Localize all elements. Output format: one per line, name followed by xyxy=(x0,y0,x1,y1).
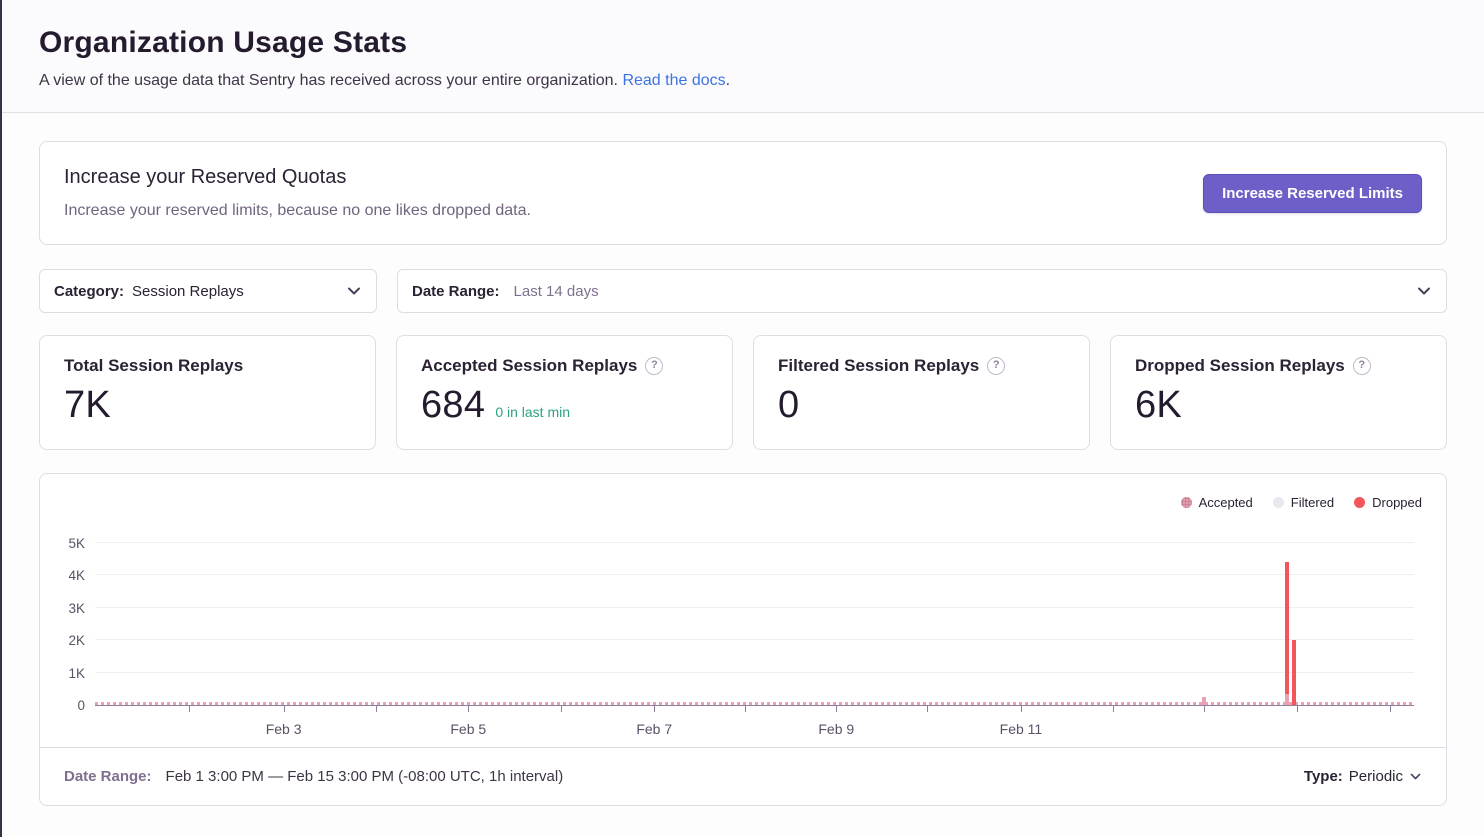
quota-banner-description: Increase your reserved limits, because n… xyxy=(64,202,531,219)
x-axis-tick xyxy=(745,706,747,712)
accepted-baseline-series xyxy=(95,702,1414,705)
x-axis-tick-label: Feb 7 xyxy=(636,721,673,737)
chart-footer-daterange: Date Range: Feb 1 3:00 PM — Feb 15 3:00 … xyxy=(64,768,563,785)
y-axis-tick-label: 4K xyxy=(68,568,85,584)
stat-card-filtered: Filtered Session Replays ? 0 xyxy=(753,335,1090,450)
y-axis-tick-label: 1K xyxy=(68,665,85,681)
chevron-down-icon xyxy=(348,287,360,295)
type-select-value: Periodic xyxy=(1348,768,1403,785)
filtered-series-dot-icon xyxy=(1272,496,1284,508)
footer-date-range-value: Feb 1 3:00 PM — Feb 15 3:00 PM (-08:00 U… xyxy=(165,768,564,785)
x-axis-tick xyxy=(927,706,929,712)
x-axis-tick xyxy=(1296,706,1298,712)
legend-item-filtered[interactable]: Filtered xyxy=(1272,494,1335,510)
x-axis-tick-label: Feb 3 xyxy=(265,721,302,737)
legend-label: Dropped xyxy=(1372,494,1422,510)
stat-card-label: Accepted Session Replays xyxy=(421,356,638,375)
category-select-value: Session Replays xyxy=(132,282,244,300)
date-range-select-value: Last 14 days xyxy=(513,282,599,300)
stat-card-accepted: Accepted Session Replays ? 684 0 in last… xyxy=(396,335,733,450)
legend-item-accepted[interactable]: Accepted xyxy=(1180,494,1253,510)
subtitle-period: . xyxy=(725,72,731,89)
x-axis-tick xyxy=(1113,706,1115,712)
x-axis-line xyxy=(95,705,1414,706)
stat-card-subtext: 0 in last min xyxy=(495,404,571,420)
stat-card-total: Total Session Replays 7K xyxy=(39,335,376,450)
chevron-down-icon xyxy=(1418,287,1430,295)
usage-chart: Accepted Filtered Dropped 0 1K 2K 3K 4K 5K Fe… xyxy=(40,474,1446,747)
usage-chart-card: Accepted Filtered Dropped 0 1K 2K 3K 4K 5K Fe… xyxy=(39,473,1447,806)
legend-label: Accepted xyxy=(1198,494,1253,510)
dropped-bar[interactable] xyxy=(1285,562,1290,705)
stat-card-label: Dropped Session Replays xyxy=(1135,356,1345,375)
stat-card-label: Filtered Session Replays xyxy=(778,356,980,375)
x-axis-tick xyxy=(375,706,377,712)
main-content: Increase your Reserved Quotas Increase y… xyxy=(2,141,1484,806)
page-subtitle-text: A view of the usage data that Sentry has… xyxy=(39,72,618,89)
x-axis-tick-label: Feb 5 xyxy=(450,721,487,737)
stat-card-value: 684 xyxy=(421,384,486,426)
help-icon[interactable]: ? xyxy=(1352,357,1371,375)
accepted-bar[interactable] xyxy=(1202,696,1207,705)
chart-x-axis: Feb 3 Feb 5 Feb 7 Feb 9 Feb 11 xyxy=(95,705,1414,747)
dropped-bar[interactable] xyxy=(1291,640,1296,705)
legend-item-dropped[interactable]: Dropped xyxy=(1354,495,1422,510)
quota-banner-text: Increase your Reserved Quotas Increase y… xyxy=(64,166,531,220)
chart-plot[interactable]: 0 1K 2K 3K 4K 5K xyxy=(68,526,1414,713)
x-axis-tick xyxy=(654,706,656,712)
legend-label: Filtered xyxy=(1290,494,1335,510)
x-axis-tick-label: Feb 11 xyxy=(999,721,1043,737)
stat-card-value: 6K xyxy=(1135,384,1183,426)
stat-card-dropped: Dropped Session Replays ? 6K xyxy=(1110,335,1447,450)
x-axis-tick xyxy=(1020,706,1022,712)
type-select-label: Type: xyxy=(1303,768,1343,785)
accepted-bar[interactable] xyxy=(1285,693,1290,705)
page-title: Organization Usage Stats xyxy=(39,26,408,59)
y-axis-tick-label: 5K xyxy=(68,536,85,551)
chart-footer: Date Range: Feb 1 3:00 PM — Feb 15 3:00 … xyxy=(40,747,1446,805)
page-header: Organization Usage Stats A view of the u… xyxy=(2,0,1484,113)
category-select-label: Category: xyxy=(54,282,125,300)
footer-date-range-label: Date Range: xyxy=(64,768,152,785)
chevron-down-icon xyxy=(1410,773,1421,780)
category-select[interactable]: Category: Session Replays xyxy=(39,269,377,313)
stat-card-value: 7K xyxy=(64,384,112,426)
x-axis-tick xyxy=(188,706,190,712)
filter-row: Category: Session Replays Date Range: La… xyxy=(39,269,1447,313)
date-range-select-label: Date Range: xyxy=(412,282,500,300)
chart-legend: Accepted Filtered Dropped xyxy=(40,492,1422,512)
gridline xyxy=(95,542,1414,543)
chart-plot-wrap: 0 1K 2K 3K 4K 5K Feb 3 Feb 5 Feb 7 Feb 9 Feb 11 xyxy=(68,526,1414,747)
increase-reserved-limits-button[interactable]: Increase Reserved Limits xyxy=(1203,173,1422,213)
read-the-docs-link[interactable]: Read the docs xyxy=(622,72,726,89)
stat-card-value: 0 xyxy=(778,384,800,426)
x-axis-tick xyxy=(1204,706,1206,712)
x-axis-tick xyxy=(560,706,562,712)
y-axis-tick-label: 3K xyxy=(68,600,85,616)
x-axis-tick xyxy=(283,706,285,712)
type-select[interactable]: Type: Periodic xyxy=(1304,768,1422,785)
quota-banner-title: Increase your Reserved Quotas xyxy=(64,166,347,188)
page-subtitle: A view of the usage data that Sentry has… xyxy=(39,72,1447,90)
stat-card-label: Total Session Replays xyxy=(64,356,244,375)
gridline xyxy=(95,671,1414,673)
y-axis-tick-label: 2K xyxy=(68,633,85,649)
quota-banner: Increase your Reserved Quotas Increase y… xyxy=(39,141,1447,245)
x-axis-tick xyxy=(1390,706,1392,712)
help-icon[interactable]: ? xyxy=(987,357,1006,375)
y-axis-tick-label: 0 xyxy=(77,698,85,713)
x-axis-tick xyxy=(468,706,470,712)
gridline xyxy=(95,639,1414,641)
x-axis-tick-label: Feb 9 xyxy=(818,721,855,737)
stats-row: Total Session Replays 7K Accepted Sessio… xyxy=(39,335,1447,450)
accepted-series-dot-icon xyxy=(1180,496,1192,508)
gridline xyxy=(95,574,1414,576)
x-axis-tick xyxy=(836,706,838,712)
gridline xyxy=(95,606,1414,608)
help-icon[interactable]: ? xyxy=(645,357,664,375)
dropped-series-dot-icon xyxy=(1354,496,1366,508)
date-range-select[interactable]: Date Range: Last 14 days xyxy=(397,269,1447,313)
